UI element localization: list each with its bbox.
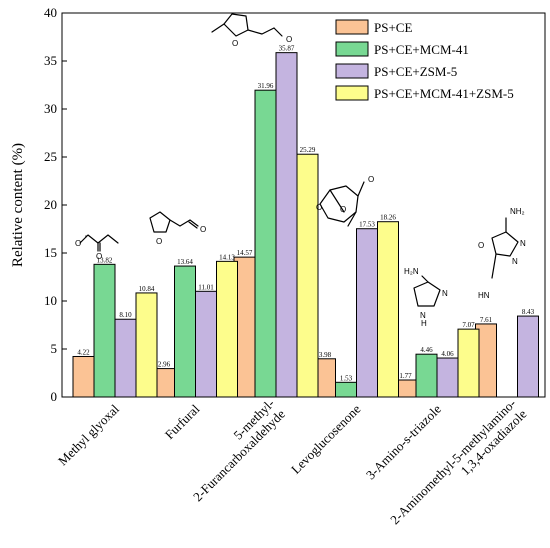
- data-label: 1.53: [340, 374, 353, 382]
- legend-swatch: [335, 85, 369, 101]
- data-label: 7.07: [462, 321, 475, 329]
- data-label: 17.53: [359, 221, 375, 229]
- data-label: 10.84: [139, 285, 155, 293]
- y-axis-label: Relative content (%): [10, 143, 26, 267]
- atom-o-label: O: [316, 203, 322, 212]
- bar: [517, 315, 539, 398]
- atom-o-label: O: [368, 175, 374, 184]
- data-label: 11.01: [198, 283, 214, 291]
- x-tick-label-line: Furfural: [162, 401, 203, 442]
- bar: [93, 263, 116, 398]
- atom-o-label: O: [340, 205, 346, 214]
- legend-label: PS+CE+MCM-41+ZSM-5: [374, 86, 514, 101]
- x-tick-label-line: Methyl glyoxal: [55, 401, 122, 468]
- bar: [216, 260, 238, 398]
- triazole-amine-label: H₂N: [404, 267, 419, 276]
- data-label: 3.98: [319, 351, 332, 359]
- data-label: 18.26: [380, 214, 396, 222]
- data-label: 8.10: [119, 311, 132, 319]
- legend-swatch: [335, 63, 369, 79]
- bar: [415, 353, 438, 398]
- atom-o-label: O: [156, 237, 162, 246]
- legend-swatch: [335, 41, 369, 57]
- bar: [72, 355, 95, 398]
- legend-swatch: [335, 19, 369, 35]
- data-label: 1.77: [399, 372, 412, 380]
- triazole-nh-label: N: [420, 311, 426, 320]
- atom-n-label: N: [520, 239, 526, 248]
- bar: [195, 290, 217, 398]
- oxadiazole-nh2-label: NH₂: [510, 207, 525, 216]
- oxadiazole-structure-icon: NH₂ O N N HN: [478, 207, 526, 300]
- atom-n-label: N: [442, 289, 448, 298]
- methylfurfural-structure-icon: O O: [211, 13, 292, 48]
- y-tick-label: 35: [44, 53, 57, 68]
- bar: [436, 357, 459, 398]
- data-label: 14.13: [219, 253, 235, 261]
- y-tick-label: 25: [44, 149, 57, 164]
- bar: [174, 265, 196, 398]
- y-tick-label: 40: [44, 5, 57, 20]
- bar: [296, 153, 319, 398]
- data-label: 14.57: [237, 249, 253, 257]
- furfural-structure-icon: O O: [149, 211, 206, 246]
- triazole-structure-icon: H₂N N N H: [404, 267, 448, 328]
- bar: [377, 221, 399, 398]
- x-tick-label: Levoglucosenone: [288, 401, 364, 477]
- atom-o-label: O: [75, 239, 81, 248]
- legend-label: PS+CE+ZSM-5: [374, 64, 457, 79]
- x-tick-label: 3-Amino-s-triazole: [363, 401, 444, 482]
- methyl-glyoxal-structure-icon: O O: [75, 234, 119, 261]
- data-label: 4.22: [77, 348, 90, 356]
- bar: [135, 292, 158, 398]
- y-tick-label: 30: [44, 101, 57, 116]
- x-tick-label-line: 2-Furancarboxaldehyde: [190, 406, 288, 504]
- data-label: 31.96: [258, 82, 274, 90]
- atom-o-label: O: [232, 39, 238, 48]
- atom-n-label: N: [512, 257, 518, 266]
- y-tick-label: 20: [44, 197, 57, 212]
- legend-label: PS+CE: [374, 20, 412, 35]
- x-tick-label-line: Levoglucosenone: [288, 401, 364, 477]
- data-label: 25.29: [300, 146, 316, 154]
- atom-o-label: O: [286, 35, 292, 44]
- oxadiazole-hn-label: HN: [478, 291, 490, 300]
- data-label: 13.82: [97, 256, 113, 264]
- bar: [356, 228, 378, 398]
- atom-o-label: O: [478, 241, 484, 250]
- y-tick-label: 5: [51, 341, 58, 356]
- data-label: 4.46: [420, 346, 433, 354]
- x-tick-label: Methyl glyoxal: [55, 401, 122, 468]
- y-tick-label: 15: [44, 245, 57, 260]
- legend: PS+CE PS+CE+MCM-41 PS+CE+ZSM-5 PS+CE+MCM-41…: [335, 19, 514, 101]
- atom-o-label: O: [200, 225, 206, 234]
- x-tick-label: Furfural: [162, 401, 203, 442]
- y-tick-label: 10: [44, 293, 57, 308]
- legend-label: PS+CE+MCM-41: [374, 42, 469, 57]
- chemical-structures: O O O O O O O O O: [75, 13, 526, 328]
- bar: [457, 328, 480, 398]
- bar: [275, 52, 298, 398]
- y-tick-label: 0: [51, 389, 58, 404]
- bars: 4.22 2.96 14.57 3.98 1.77 7.61 13.82 13.64 31.96…: [72, 45, 539, 398]
- triazole-h-label: H: [421, 319, 427, 328]
- atom-o-label: O: [96, 252, 102, 261]
- bar: [114, 318, 137, 398]
- bar: [335, 381, 357, 398]
- levoglucosenone-structure-icon: O O O: [316, 175, 374, 227]
- data-label: 35.87: [279, 45, 295, 53]
- bar: [254, 89, 277, 398]
- x-tick-label: 2-Aminomethyl-5-methylamino-1,3,4-oxadia…: [387, 396, 529, 538]
- data-label: 13.64: [177, 258, 193, 266]
- x-tick-label-line: 2-Aminomethyl-5-methylamino-: [387, 396, 519, 528]
- data-label: 4.06: [441, 350, 454, 358]
- data-label: 2.96: [158, 361, 171, 369]
- data-label: 7.61: [480, 316, 493, 324]
- data-label: 8.43: [522, 308, 535, 316]
- x-tick-label-line: 3-Amino-s-triazole: [363, 401, 444, 482]
